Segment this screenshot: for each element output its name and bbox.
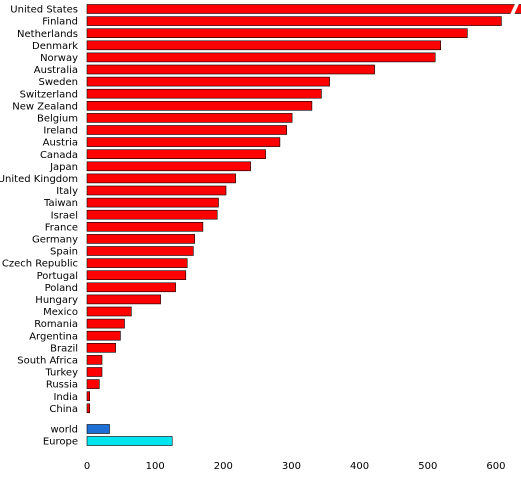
x-tick-label: 0 <box>84 461 90 472</box>
category-label-austria: Austria <box>43 138 78 149</box>
x-tick-label: 500 <box>418 461 437 472</box>
category-label-china: China <box>49 404 78 415</box>
x-tick-label: 100 <box>146 461 165 472</box>
bar-belgium <box>86 113 293 123</box>
bar-australia <box>86 64 375 75</box>
bar-mexico <box>86 306 132 317</box>
category-label-south-africa: South Africa <box>17 356 78 367</box>
category-label-hungary: Hungary <box>35 295 78 306</box>
bar-canada <box>86 149 266 159</box>
x-tick-label: 400 <box>350 461 369 472</box>
bars-group <box>86 3 521 446</box>
bar-world <box>86 424 110 434</box>
category-label-taiwan: Taiwan <box>43 198 78 209</box>
category-label-argentina: Argentina <box>29 331 78 342</box>
bar-poland <box>86 282 176 293</box>
bar-japan <box>86 161 251 172</box>
bar-romania <box>86 318 125 329</box>
category-label-denmark: Denmark <box>32 41 78 52</box>
category-label-ireland: Ireland <box>43 126 78 137</box>
bar-south-africa <box>86 355 103 365</box>
category-label-russia: Russia <box>46 380 78 391</box>
bar-hungary <box>86 294 161 305</box>
x-tick-label: 300 <box>282 461 301 472</box>
category-label-new-zealand: New Zealand <box>12 101 78 112</box>
category-labels-group: United StatesFinlandNetherlandsDenmarkNo… <box>0 5 78 448</box>
bar-denmark <box>86 40 442 51</box>
category-label-netherlands: Netherlands <box>17 29 78 40</box>
bar-russia <box>86 379 100 389</box>
category-label-europe: Europe <box>43 437 78 448</box>
category-label-mexico: Mexico <box>43 307 78 318</box>
category-label-belgium: Belgium <box>37 114 78 125</box>
bar-netherlands <box>86 28 468 39</box>
bar-switzerland <box>86 88 322 99</box>
bar-italy <box>86 185 227 196</box>
category-label-switzerland: Switzerland <box>20 89 78 100</box>
bar-ireland <box>86 125 287 135</box>
category-label-czech-republic: Czech Republic <box>2 259 78 270</box>
category-label-israel: Israel <box>51 210 78 221</box>
bar-spain <box>86 246 194 256</box>
bar-austria <box>86 137 281 147</box>
category-label-japan: Japan <box>49 162 78 173</box>
category-label-sweden: Sweden <box>38 77 78 88</box>
bar-sweden <box>86 76 330 87</box>
bar-new-zealand <box>86 101 313 111</box>
bar-india <box>86 391 91 402</box>
bar-czech-republic <box>86 258 188 268</box>
bar-united-kingdom <box>86 173 236 184</box>
category-label-india: India <box>53 392 78 403</box>
bar-taiwan <box>86 197 219 208</box>
x-axis: 0 100 200 300 400 500 600 <box>84 461 506 472</box>
bar-brazil <box>86 342 116 353</box>
category-label-brazil: Brazil <box>50 343 78 354</box>
category-label-canada: Canada <box>40 150 78 161</box>
bar-portugal <box>86 270 187 281</box>
category-label-turkey: Turkey <box>44 368 78 379</box>
bar-finland <box>86 16 502 26</box>
bar-france <box>86 222 204 232</box>
category-label-united-states: United States <box>10 5 78 16</box>
bar-europe <box>86 436 173 446</box>
category-label-united-kingdom: United Kingdom <box>0 174 78 185</box>
category-label-france: France <box>45 222 78 233</box>
category-label-finland: Finland <box>42 17 78 28</box>
x-tick-label: 200 <box>214 461 233 472</box>
category-label-poland: Poland <box>45 283 78 294</box>
bar-turkey <box>86 367 103 377</box>
bar-break-mark <box>510 3 520 15</box>
category-label-spain: Spain <box>50 247 78 258</box>
category-label-world: world <box>50 425 78 436</box>
category-label-portugal: Portugal <box>37 271 78 282</box>
bar-united-states <box>86 4 521 14</box>
bar-china <box>86 403 91 414</box>
category-label-italy: Italy <box>56 186 78 197</box>
bar-argentina <box>86 330 121 341</box>
bar-israel <box>86 209 218 220</box>
category-label-romania: Romania <box>34 319 78 330</box>
bar-norway <box>86 52 436 63</box>
category-label-australia: Australia <box>34 65 78 76</box>
x-tick-label: 600 <box>486 461 505 472</box>
category-label-norway: Norway <box>40 53 78 64</box>
bar-germany <box>86 234 195 244</box>
category-label-germany: Germany <box>32 235 78 246</box>
